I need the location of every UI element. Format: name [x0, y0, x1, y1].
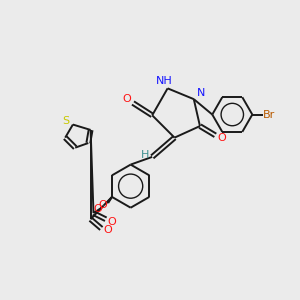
- Text: O: O: [103, 225, 112, 235]
- Text: O: O: [108, 217, 116, 227]
- Text: O: O: [217, 134, 226, 143]
- Text: S: S: [62, 116, 70, 127]
- Text: NH: NH: [155, 76, 172, 86]
- Text: O: O: [122, 94, 131, 104]
- Text: N: N: [197, 88, 206, 98]
- Text: O: O: [93, 204, 102, 214]
- Text: O: O: [98, 200, 107, 210]
- Text: Br: Br: [263, 110, 275, 119]
- Text: H: H: [141, 150, 149, 160]
